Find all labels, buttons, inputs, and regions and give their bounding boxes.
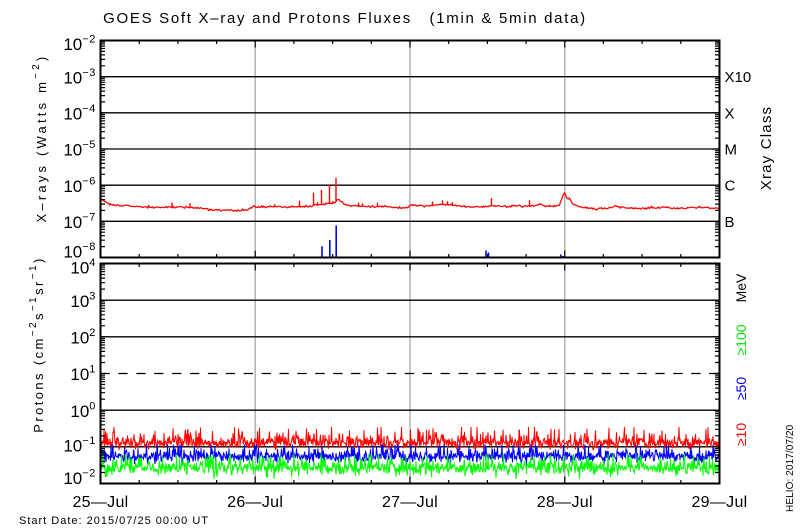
svg-text:X–rays (Watts m−2): X–rays (Watts m−2): [31, 54, 49, 223]
svg-text:28—Jul: 28—Jul: [537, 494, 593, 511]
svg-text:≥100: ≥100: [733, 324, 749, 355]
svg-text:≥50: ≥50: [733, 377, 749, 400]
svg-text:Xray Class: Xray Class: [758, 106, 775, 191]
svg-text:C: C: [725, 178, 736, 195]
svg-text:26—Jul: 26—Jul: [227, 494, 283, 511]
svg-text:27—Jul: 27—Jul: [382, 494, 438, 511]
svg-text:M: M: [725, 142, 738, 159]
svg-text:GOES Soft X–ray and Protons Fl: GOES Soft X–ray and Protons Fluxes (1min…: [103, 10, 587, 27]
svg-text:X: X: [725, 105, 735, 122]
svg-text:B: B: [725, 214, 735, 231]
svg-text:HELIO: 2017/07/20: HELIO: 2017/07/20: [785, 424, 796, 512]
svg-text:101: 101: [70, 364, 96, 385]
svg-text:Protons (cm−2s−1sr−1): Protons (cm−2s−1sr−1): [28, 256, 46, 432]
svg-text:102: 102: [70, 327, 96, 348]
svg-text:104: 104: [70, 257, 96, 278]
svg-text:≥10: ≥10: [733, 423, 749, 446]
svg-text:25—Jul: 25—Jul: [72, 494, 128, 511]
svg-text:29—Jul: 29—Jul: [691, 494, 747, 511]
svg-text:X10: X10: [725, 69, 752, 86]
svg-text:100: 100: [70, 400, 96, 421]
svg-text:MeV: MeV: [733, 273, 749, 302]
svg-text:Start Date: 2015/07/25 00:00 U: Start Date: 2015/07/25 00:00 UT: [19, 515, 209, 527]
svg-text:103: 103: [70, 290, 96, 311]
